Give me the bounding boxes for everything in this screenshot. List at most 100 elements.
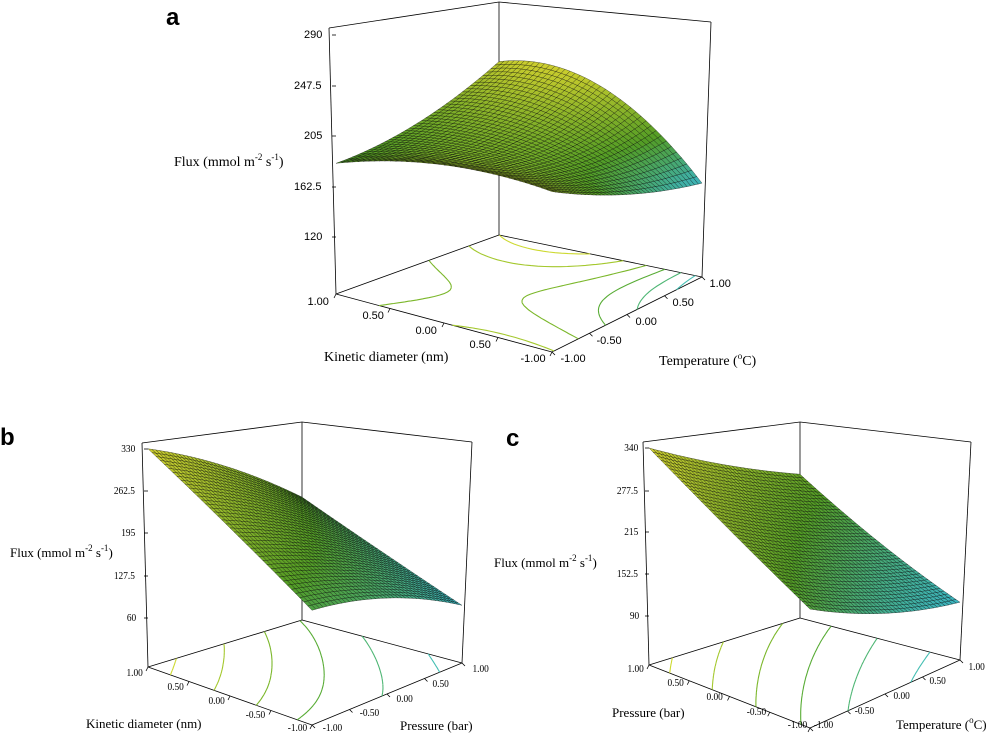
y-tick-label: 1.00 bbox=[709, 277, 731, 290]
y-tick-label: 0.50 bbox=[928, 674, 946, 687]
z-axis-title-part: ) bbox=[592, 554, 597, 570]
contour-line bbox=[499, 234, 591, 255]
top-left-edge bbox=[141, 421, 303, 444]
x-tick-mark bbox=[646, 664, 650, 670]
y-tick-label: 0.00 bbox=[635, 315, 657, 328]
x-tick-mark bbox=[767, 712, 771, 717]
response-surface bbox=[147, 448, 463, 611]
response-surface bbox=[335, 60, 703, 196]
right-vertical-edge bbox=[701, 21, 712, 278]
y-tick-mark bbox=[311, 724, 316, 729]
y-tick-label: -1.00 bbox=[560, 352, 586, 365]
y-axis-title-part: Pressure (bar) bbox=[400, 717, 473, 733]
x-tick-mark bbox=[145, 666, 149, 672]
x-tick-label: 0.50 bbox=[362, 309, 384, 322]
y-tick-mark bbox=[809, 727, 814, 732]
top-right-edge bbox=[498, 1, 712, 23]
y-tick-mark bbox=[626, 314, 631, 318]
x-axis-title-part: Pressure (bar) bbox=[612, 704, 685, 720]
y-tick-mark bbox=[922, 676, 926, 681]
x-tick-label: 1.00 bbox=[626, 662, 644, 675]
x-tick-label: 1.00 bbox=[307, 295, 329, 308]
z-tick-label: 262.5 bbox=[113, 484, 135, 497]
y-axis-title: Temperature (oC) bbox=[659, 352, 757, 369]
x-axis-title-part: Kinetic diameter (nm) bbox=[86, 715, 202, 731]
z-tick-label: 215 bbox=[624, 525, 639, 538]
z-tick-label: 277.5 bbox=[616, 484, 638, 497]
z-axis-line bbox=[141, 442, 149, 668]
y-tick-label: -1.00 bbox=[813, 718, 833, 731]
floor-contours bbox=[378, 234, 696, 352]
x-tick-mark bbox=[807, 727, 811, 733]
y-tick-mark bbox=[664, 295, 668, 300]
contour-line bbox=[255, 631, 273, 706]
contour-line bbox=[669, 657, 673, 674]
z-axis-title-part: -1 bbox=[271, 152, 279, 162]
z-axis-title-part: ) bbox=[278, 155, 284, 170]
z-axis-line bbox=[328, 27, 337, 295]
x-tick-mark bbox=[227, 695, 231, 701]
y-axis-title: Pressure (bar) bbox=[400, 719, 473, 732]
z-tick-label: 120 bbox=[304, 230, 323, 243]
contour-line bbox=[361, 635, 384, 697]
floor-back-right-edge bbox=[301, 619, 463, 664]
y-axis-title-part: Temperature ( bbox=[659, 354, 738, 369]
y-tick-mark bbox=[701, 276, 706, 281]
x-tick-label: -0.50 bbox=[245, 708, 265, 721]
z-tick-label: 60 bbox=[126, 611, 137, 624]
floor-back-left-edge bbox=[648, 617, 801, 666]
floor-back-right-edge bbox=[498, 234, 703, 278]
z-axis-title-part: -2 bbox=[85, 542, 93, 553]
contour-line bbox=[296, 620, 325, 721]
z-tick-label: 290 bbox=[304, 28, 323, 41]
y-tick-label: 0.00 bbox=[892, 689, 910, 702]
y-tick-mark bbox=[349, 709, 353, 713]
x-tick-label: -1.00 bbox=[787, 718, 807, 731]
y-tick-mark bbox=[461, 662, 466, 667]
x-tick-label: 0.00 bbox=[207, 694, 225, 707]
y-axis-title-part: C) bbox=[742, 354, 757, 369]
y-tick-mark bbox=[386, 693, 391, 698]
floor-back-left-edge bbox=[147, 619, 303, 668]
x-tick-label: 0.50 bbox=[666, 676, 684, 689]
z-tick-label: 152.5 bbox=[616, 567, 638, 580]
floor-back-right-edge bbox=[799, 617, 961, 661]
y-tick-label: -0.50 bbox=[359, 706, 379, 719]
x-tick-label: 0.50 bbox=[469, 338, 491, 351]
x-tick-mark bbox=[186, 681, 190, 686]
contour-line bbox=[213, 643, 225, 691]
x-tick-mark bbox=[333, 293, 337, 299]
y-tick-label: 1.00 bbox=[967, 660, 985, 673]
x-axis-title: Kinetic diameter (nm) bbox=[86, 717, 202, 730]
y-tick-mark bbox=[847, 710, 851, 715]
z-axis-title-part: Flux (mmol m bbox=[10, 544, 86, 560]
panel-b bbox=[141, 421, 473, 730]
y-tick-label: -0.50 bbox=[596, 334, 622, 347]
y-tick-mark bbox=[589, 332, 593, 337]
z-tick-label: 90 bbox=[629, 609, 640, 622]
y-tick-label: 1.00 bbox=[471, 662, 489, 675]
panel-letter: a bbox=[166, 4, 180, 31]
x-tick-mark bbox=[387, 308, 391, 313]
z-axis-title-part: s bbox=[576, 554, 585, 570]
y-tick-label: 0.50 bbox=[672, 296, 694, 309]
top-left-edge bbox=[328, 1, 500, 29]
contour-line bbox=[636, 272, 682, 310]
x-axis-title: Kinetic diameter (nm) bbox=[324, 351, 448, 365]
y-tick-label: 0.00 bbox=[395, 692, 413, 705]
panel-letter: c bbox=[506, 425, 520, 452]
y-tick-label: 0.50 bbox=[431, 677, 449, 690]
z-tick-label: 162.5 bbox=[294, 180, 322, 193]
x-tick-label: 1.00 bbox=[125, 666, 143, 679]
x-tick-mark bbox=[309, 724, 313, 730]
z-axis-title: Flux (mmol m-2 s-1) bbox=[494, 553, 597, 570]
response-surface bbox=[648, 447, 961, 614]
x-tick-mark bbox=[495, 337, 499, 342]
x-axis-title-part: Kinetic diameter (nm) bbox=[324, 350, 449, 365]
right-vertical-edge bbox=[959, 441, 972, 661]
x-tick-mark bbox=[686, 680, 690, 685]
contour-line bbox=[452, 245, 624, 352]
y-axis-title-part: C) bbox=[973, 716, 987, 732]
